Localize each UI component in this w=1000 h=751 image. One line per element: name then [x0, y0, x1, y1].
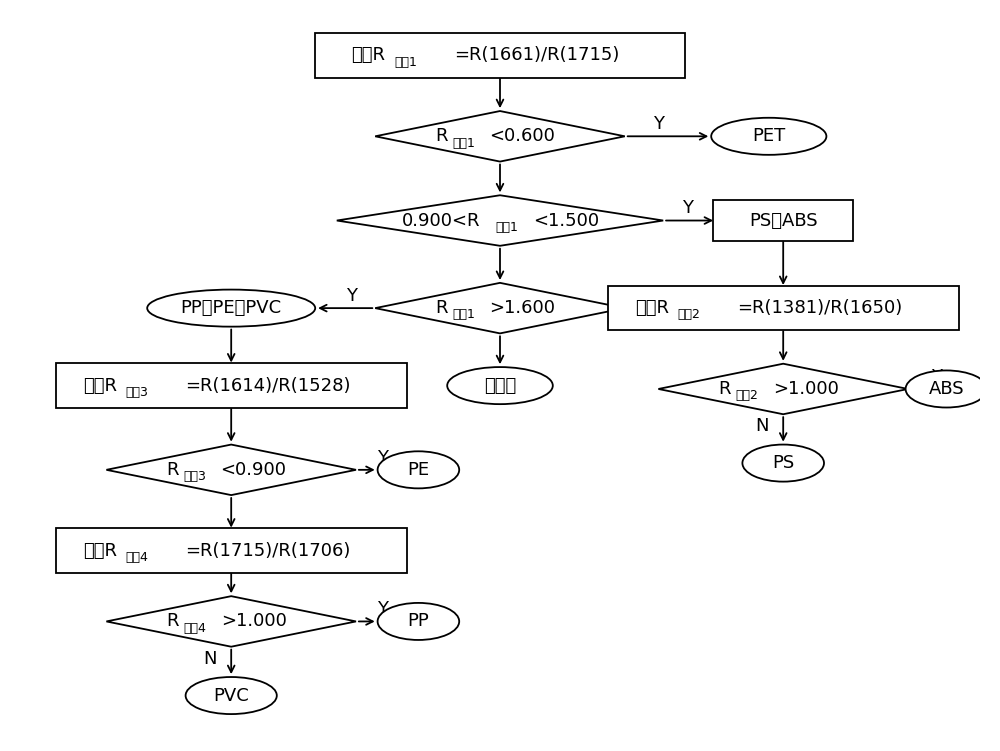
- Text: PE: PE: [407, 461, 429, 479]
- Text: PVC: PVC: [213, 686, 249, 704]
- Text: R: R: [718, 380, 731, 398]
- Text: R: R: [435, 128, 448, 145]
- Text: Y: Y: [931, 368, 942, 386]
- Ellipse shape: [378, 603, 459, 640]
- Polygon shape: [375, 111, 625, 161]
- Text: N: N: [203, 650, 217, 668]
- Text: 相对4: 相对4: [183, 622, 206, 635]
- Text: 相对2: 相对2: [735, 389, 758, 403]
- Text: R: R: [435, 299, 448, 317]
- Text: >1.600: >1.600: [489, 299, 555, 317]
- Text: 相对4: 相对4: [125, 551, 148, 564]
- Text: 0.900<R: 0.900<R: [402, 212, 481, 230]
- FancyBboxPatch shape: [56, 529, 407, 573]
- Polygon shape: [106, 596, 356, 647]
- Text: R: R: [166, 612, 179, 630]
- Text: >1.000: >1.000: [221, 612, 287, 630]
- Polygon shape: [337, 195, 663, 246]
- FancyBboxPatch shape: [713, 200, 853, 241]
- Text: 计算R: 计算R: [352, 47, 386, 65]
- Polygon shape: [375, 283, 625, 333]
- Text: 相对3: 相对3: [125, 386, 148, 399]
- Ellipse shape: [147, 290, 315, 327]
- Text: 计算R: 计算R: [635, 299, 669, 317]
- Text: =R(1614)/R(1528): =R(1614)/R(1528): [185, 376, 351, 394]
- Text: 相对2: 相对2: [677, 309, 700, 321]
- Text: 相对1: 相对1: [496, 221, 519, 234]
- Text: Y: Y: [377, 600, 388, 618]
- Text: PP、PE、PVC: PP、PE、PVC: [181, 299, 282, 317]
- Text: 计算R: 计算R: [83, 541, 117, 559]
- Text: <0.900: <0.900: [221, 461, 287, 479]
- Ellipse shape: [906, 370, 987, 408]
- Text: Y: Y: [377, 448, 388, 466]
- Polygon shape: [658, 363, 908, 415]
- Text: =R(1661)/R(1715): =R(1661)/R(1715): [454, 47, 620, 65]
- Text: PS、ABS: PS、ABS: [749, 212, 818, 230]
- Ellipse shape: [186, 677, 277, 714]
- FancyBboxPatch shape: [56, 363, 407, 408]
- Text: R: R: [166, 461, 179, 479]
- Text: PP: PP: [408, 612, 429, 630]
- FancyBboxPatch shape: [315, 33, 685, 77]
- Text: =R(1715)/R(1706): =R(1715)/R(1706): [185, 541, 351, 559]
- Ellipse shape: [742, 445, 824, 481]
- Polygon shape: [106, 445, 356, 495]
- Text: 未知样: 未知样: [484, 376, 516, 394]
- Ellipse shape: [378, 451, 459, 488]
- Text: Y: Y: [653, 115, 664, 133]
- Text: 相对1: 相对1: [394, 56, 417, 68]
- Text: PS: PS: [772, 454, 794, 472]
- Text: N: N: [755, 418, 769, 436]
- Text: =R(1381)/R(1650): =R(1381)/R(1650): [737, 299, 903, 317]
- Text: 相对3: 相对3: [183, 470, 206, 483]
- FancyBboxPatch shape: [608, 286, 959, 330]
- Text: 相对1: 相对1: [452, 137, 475, 149]
- Text: >1.000: >1.000: [773, 380, 839, 398]
- Text: <1.500: <1.500: [533, 212, 599, 230]
- Text: <0.600: <0.600: [489, 128, 555, 145]
- Text: 相对1: 相对1: [452, 309, 475, 321]
- Text: ABS: ABS: [929, 380, 964, 398]
- Ellipse shape: [447, 367, 553, 404]
- Text: Y: Y: [682, 200, 693, 217]
- Text: PET: PET: [752, 128, 785, 145]
- Text: Y: Y: [346, 287, 357, 305]
- Text: 计算R: 计算R: [83, 376, 117, 394]
- Ellipse shape: [711, 118, 826, 155]
